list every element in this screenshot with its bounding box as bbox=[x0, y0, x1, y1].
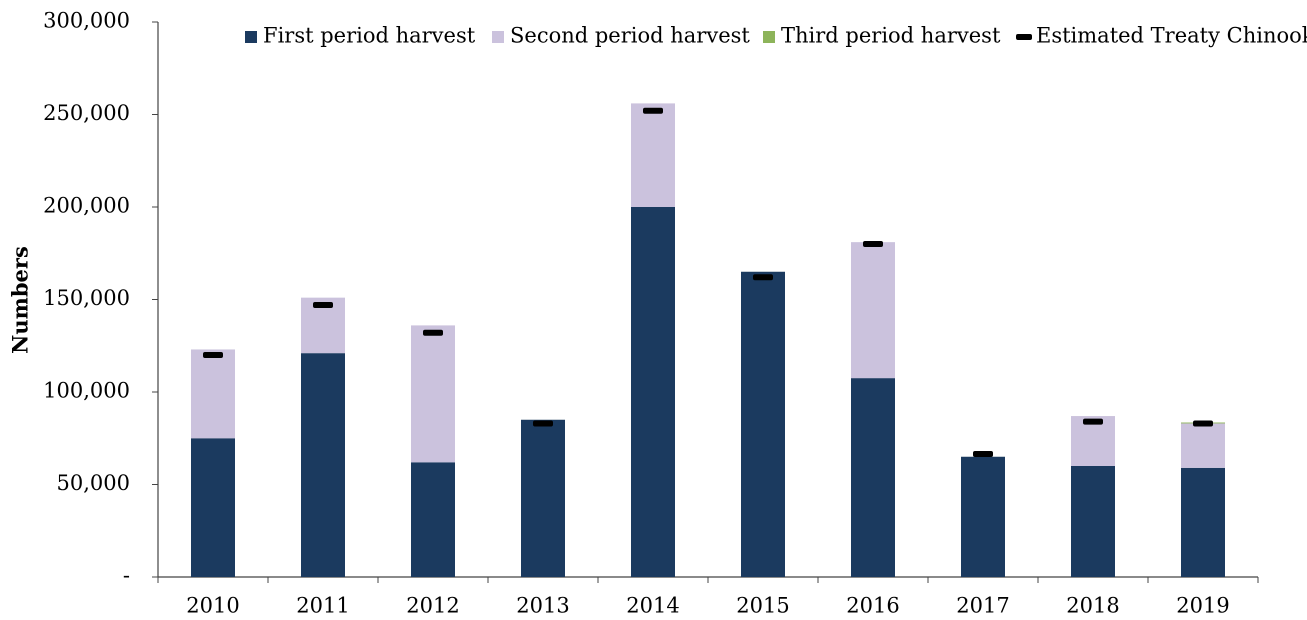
marker bbox=[973, 450, 993, 457]
x-tick-label: 2012 bbox=[406, 594, 459, 618]
x-tick-label: 2010 bbox=[186, 594, 239, 618]
y-tick-label: 300,000 bbox=[43, 9, 130, 33]
bar-segment bbox=[301, 353, 345, 577]
bar-segment bbox=[631, 103, 675, 207]
x-tick-label: 2013 bbox=[516, 594, 569, 618]
legend-label: Second period harvest bbox=[510, 24, 750, 48]
marker bbox=[1083, 418, 1103, 425]
bar-segment bbox=[851, 378, 895, 577]
x-tick-label: 2019 bbox=[1176, 594, 1229, 618]
bar-segment bbox=[411, 462, 455, 577]
bar-segment bbox=[191, 438, 235, 577]
marker bbox=[423, 329, 443, 336]
x-tick-label: 2018 bbox=[1066, 594, 1119, 618]
bar-segment bbox=[1071, 466, 1115, 577]
bar-segment bbox=[521, 419, 565, 577]
x-tick-label: 2017 bbox=[956, 594, 1009, 618]
legend-label: Third period harvest bbox=[781, 24, 1001, 48]
bar-segment bbox=[191, 349, 235, 439]
marker bbox=[1193, 420, 1213, 427]
bar-segment bbox=[851, 242, 895, 379]
marker bbox=[643, 107, 663, 114]
y-tick-label: 250,000 bbox=[43, 101, 130, 125]
bar-segment bbox=[961, 456, 1005, 577]
bar-segment bbox=[631, 207, 675, 577]
bar-segment bbox=[1181, 467, 1225, 577]
marker bbox=[863, 241, 883, 247]
legend-label: Estimated Treaty Chinook bbox=[1036, 24, 1307, 48]
bar-segment bbox=[411, 325, 455, 463]
legend-swatch bbox=[763, 31, 775, 43]
bar-segment bbox=[1181, 423, 1225, 468]
legend-label: First period harvest bbox=[263, 24, 476, 48]
legend-swatch bbox=[245, 31, 257, 43]
marker bbox=[313, 302, 333, 309]
bar-segment bbox=[741, 271, 785, 577]
legend-swatch bbox=[492, 31, 504, 43]
marker bbox=[203, 352, 223, 358]
x-tick-label: 2011 bbox=[296, 594, 349, 618]
legend-marker bbox=[1016, 34, 1032, 40]
y-tick-label: 100,000 bbox=[43, 379, 130, 403]
y-tick-label: - bbox=[123, 564, 130, 588]
x-tick-label: 2015 bbox=[736, 594, 789, 618]
x-tick-label: 2014 bbox=[626, 594, 679, 618]
marker bbox=[753, 274, 773, 281]
y-axis-label: Numbers bbox=[8, 246, 33, 354]
y-tick-label: 150,000 bbox=[43, 286, 130, 310]
marker bbox=[533, 420, 553, 427]
x-tick-label: 2016 bbox=[846, 594, 899, 618]
y-tick-label: 200,000 bbox=[43, 194, 130, 218]
y-tick-label: 50,000 bbox=[57, 471, 130, 495]
